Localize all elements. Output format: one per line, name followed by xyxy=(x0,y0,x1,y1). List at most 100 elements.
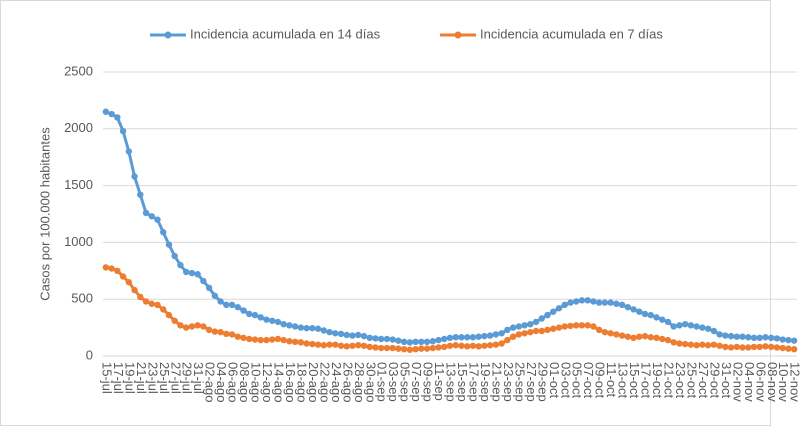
x-tick-label: 12-nov xyxy=(788,362,803,402)
data-point xyxy=(790,337,798,344)
data-point xyxy=(521,330,528,337)
x-tick-label: 07-oct xyxy=(581,362,596,399)
data-point xyxy=(412,338,419,345)
data-point xyxy=(251,336,259,343)
legend-label: Incidencia acumulada en 7 días xyxy=(480,26,663,41)
data-point xyxy=(670,339,677,346)
x-tick-label: 15-oct xyxy=(627,362,642,399)
x-tick-label: 27-sep xyxy=(524,362,539,402)
data-point xyxy=(131,286,138,294)
data-point xyxy=(527,320,534,328)
data-point xyxy=(733,343,740,351)
data-point xyxy=(733,333,740,340)
data-point xyxy=(360,332,368,340)
data-point xyxy=(320,327,328,334)
data-point xyxy=(205,326,213,334)
x-tick-label: 04-nov xyxy=(742,362,757,402)
data-point xyxy=(418,345,425,352)
data-point xyxy=(423,345,431,352)
x-tick-label: 04-ago xyxy=(214,362,229,402)
data-point xyxy=(653,334,660,342)
x-tick-label: 13-oct xyxy=(616,362,631,399)
x-tick-label: 02-nov xyxy=(730,362,745,402)
data-point xyxy=(326,341,333,348)
data-point xyxy=(727,344,735,351)
x-tick-label: 16-ago xyxy=(283,362,298,402)
x-tick-label: 30-ago xyxy=(363,362,378,402)
data-point xyxy=(670,323,677,330)
data-point xyxy=(555,324,563,331)
data-point xyxy=(601,299,609,306)
data-point xyxy=(538,315,545,322)
data-point xyxy=(137,293,144,301)
data-point xyxy=(538,327,545,335)
x-tick-label: 31-oct xyxy=(719,362,734,399)
data-point xyxy=(555,305,563,312)
x-tick-label: 02-ago xyxy=(203,362,218,402)
data-point xyxy=(716,342,723,349)
x-tick-label: 18-ago xyxy=(294,362,309,402)
data-point xyxy=(544,311,551,319)
data-point xyxy=(704,342,712,349)
data-point xyxy=(137,191,144,198)
data-point xyxy=(550,308,557,315)
data-point xyxy=(165,241,173,248)
y-tick-label: 2000 xyxy=(64,120,93,135)
data-point xyxy=(756,343,763,351)
x-tick-label: 26-ago xyxy=(340,362,355,402)
data-point xyxy=(182,324,190,331)
data-point xyxy=(240,307,247,314)
x-tick-label: 25-jul xyxy=(157,362,172,394)
data-point xyxy=(676,340,683,347)
data-point xyxy=(441,335,448,343)
data-point xyxy=(613,300,620,307)
data-point xyxy=(182,268,190,276)
data-point xyxy=(395,345,402,352)
data-point xyxy=(165,311,173,319)
data-point xyxy=(332,341,339,348)
data-point xyxy=(630,334,637,342)
data-point xyxy=(303,324,310,332)
data-point xyxy=(188,269,196,277)
data-point xyxy=(125,278,133,286)
data-point xyxy=(297,324,305,331)
data-point xyxy=(452,334,459,341)
x-tick-label: 21-oct xyxy=(662,362,677,399)
x-tick-label: 25-sep xyxy=(512,362,527,402)
data-point xyxy=(257,336,264,344)
data-point xyxy=(572,322,580,329)
data-point xyxy=(360,342,368,349)
data-point xyxy=(636,333,643,340)
x-tick-label: 17-sep xyxy=(467,362,482,402)
data-point xyxy=(595,326,603,334)
data-point xyxy=(481,342,488,349)
data-point xyxy=(383,335,391,343)
data-point xyxy=(607,330,614,337)
data-point xyxy=(630,306,637,313)
data-point xyxy=(102,264,110,271)
data-point xyxy=(578,297,586,304)
data-point xyxy=(291,323,299,330)
data-point xyxy=(664,318,672,326)
x-tick-label: 23-jul xyxy=(145,362,160,394)
data-point xyxy=(475,343,482,350)
data-point xyxy=(469,342,477,349)
data-point xyxy=(779,344,786,352)
x-tick-label: 27-jul xyxy=(168,362,183,394)
data-point xyxy=(395,337,402,344)
data-point xyxy=(509,324,517,331)
data-point xyxy=(309,324,316,332)
data-point xyxy=(521,322,528,329)
data-point xyxy=(785,345,792,352)
data-point xyxy=(469,334,477,341)
data-point xyxy=(119,127,127,135)
data-point xyxy=(745,334,752,341)
data-point xyxy=(211,292,219,299)
data-point xyxy=(223,330,230,338)
data-point xyxy=(355,331,362,339)
data-point xyxy=(389,344,396,352)
data-point xyxy=(406,339,414,346)
x-tick-label: 01-sep xyxy=(375,362,390,402)
data-point xyxy=(228,331,236,338)
